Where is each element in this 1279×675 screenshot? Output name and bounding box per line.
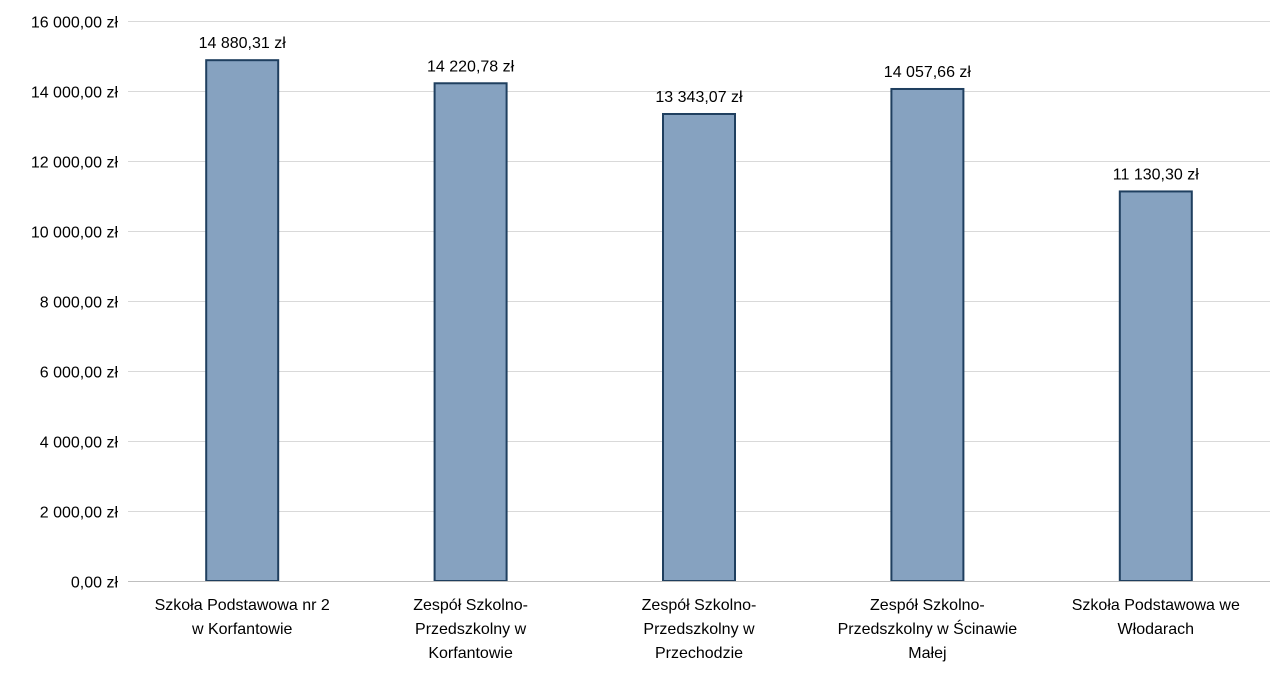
y-tick-label: 16 000,00 zł <box>31 15 119 32</box>
data-label: 14 880,31 zł <box>199 35 287 52</box>
y-tick-label: 14 000,00 zł <box>31 85 119 102</box>
bar <box>890 87 965 582</box>
y-tick-label: 10 000,00 zł <box>31 225 119 242</box>
y-tick-label: 6 000,00 zł <box>40 365 119 382</box>
y-tick-label: 12 000,00 zł <box>31 155 119 172</box>
y-tick-label: 4 000,00 zł <box>40 435 119 452</box>
x-tick-label-line: Przedszkolny w Ścinawie <box>838 619 1018 638</box>
data-label: 14 220,78 zł <box>427 58 515 75</box>
x-tick-label: Szkoła Podstawowa nr 2 w Korfantowie <box>155 597 330 638</box>
x-tick-label: Zespół Szkolno- Przedszkolny w Korfantowie <box>413 597 528 662</box>
data-label: 13 343,07 zł <box>655 89 743 106</box>
y-tick-label: 2 000,00 zł <box>40 505 119 522</box>
bar <box>205 59 280 583</box>
x-tick-label: Zespół Szkolno- Przedszkolny w Ścinawie Ma… <box>838 597 1018 662</box>
x-tick-label-line: Małej <box>908 645 946 662</box>
y-axis-tick-labels: 0,00 zł 2 000,00 zł 4 000,00 zł 6 000,00 zł… <box>31 15 119 592</box>
x-tick-label-line: Zespół Szkolno- <box>870 597 985 614</box>
y-tick-label: 8 000,00 zł <box>40 295 119 312</box>
x-tick-label-line: Zespół Szkolno- <box>642 597 757 614</box>
data-label: 11 130,30 zł <box>1113 166 1199 183</box>
x-tick-label-line: Włodarach <box>1118 621 1194 638</box>
x-tick-label-line: Przedszkolny w <box>415 621 527 638</box>
x-tick-label-line: Szkoła Podstawowa nr 2 <box>155 597 330 614</box>
x-tick-label: Zespół Szkolno- Przedszkolny w Przechodzie <box>642 597 757 662</box>
bar <box>1118 190 1193 582</box>
bars <box>205 59 1193 583</box>
x-tick-label-line: Przechodzie <box>655 645 743 662</box>
x-tick-label-line: w Korfantowie <box>191 621 293 638</box>
x-tick-label: Szkoła Podstawowa we Włodarach <box>1072 597 1240 638</box>
bar <box>662 112 736 582</box>
category-labels: Szkoła Podstawowa nr 2 w Korfantowie Zespó… <box>155 597 1240 662</box>
x-tick-label-line: Zespół Szkolno- <box>413 597 528 614</box>
x-tick-label-line: Szkoła Podstawowa we <box>1072 597 1240 614</box>
y-tick-label: 0,00 zł <box>71 575 119 592</box>
x-tick-label-line: Korfantowie <box>428 645 513 662</box>
x-tick-label-line: Przedszkolny w <box>643 621 755 638</box>
data-label: 14 057,66 zł <box>884 64 972 81</box>
data-labels: 14 880,31 zł 14 220,78 zł 13 343,07 zł 14 0… <box>199 35 1200 183</box>
bar <box>433 82 508 582</box>
